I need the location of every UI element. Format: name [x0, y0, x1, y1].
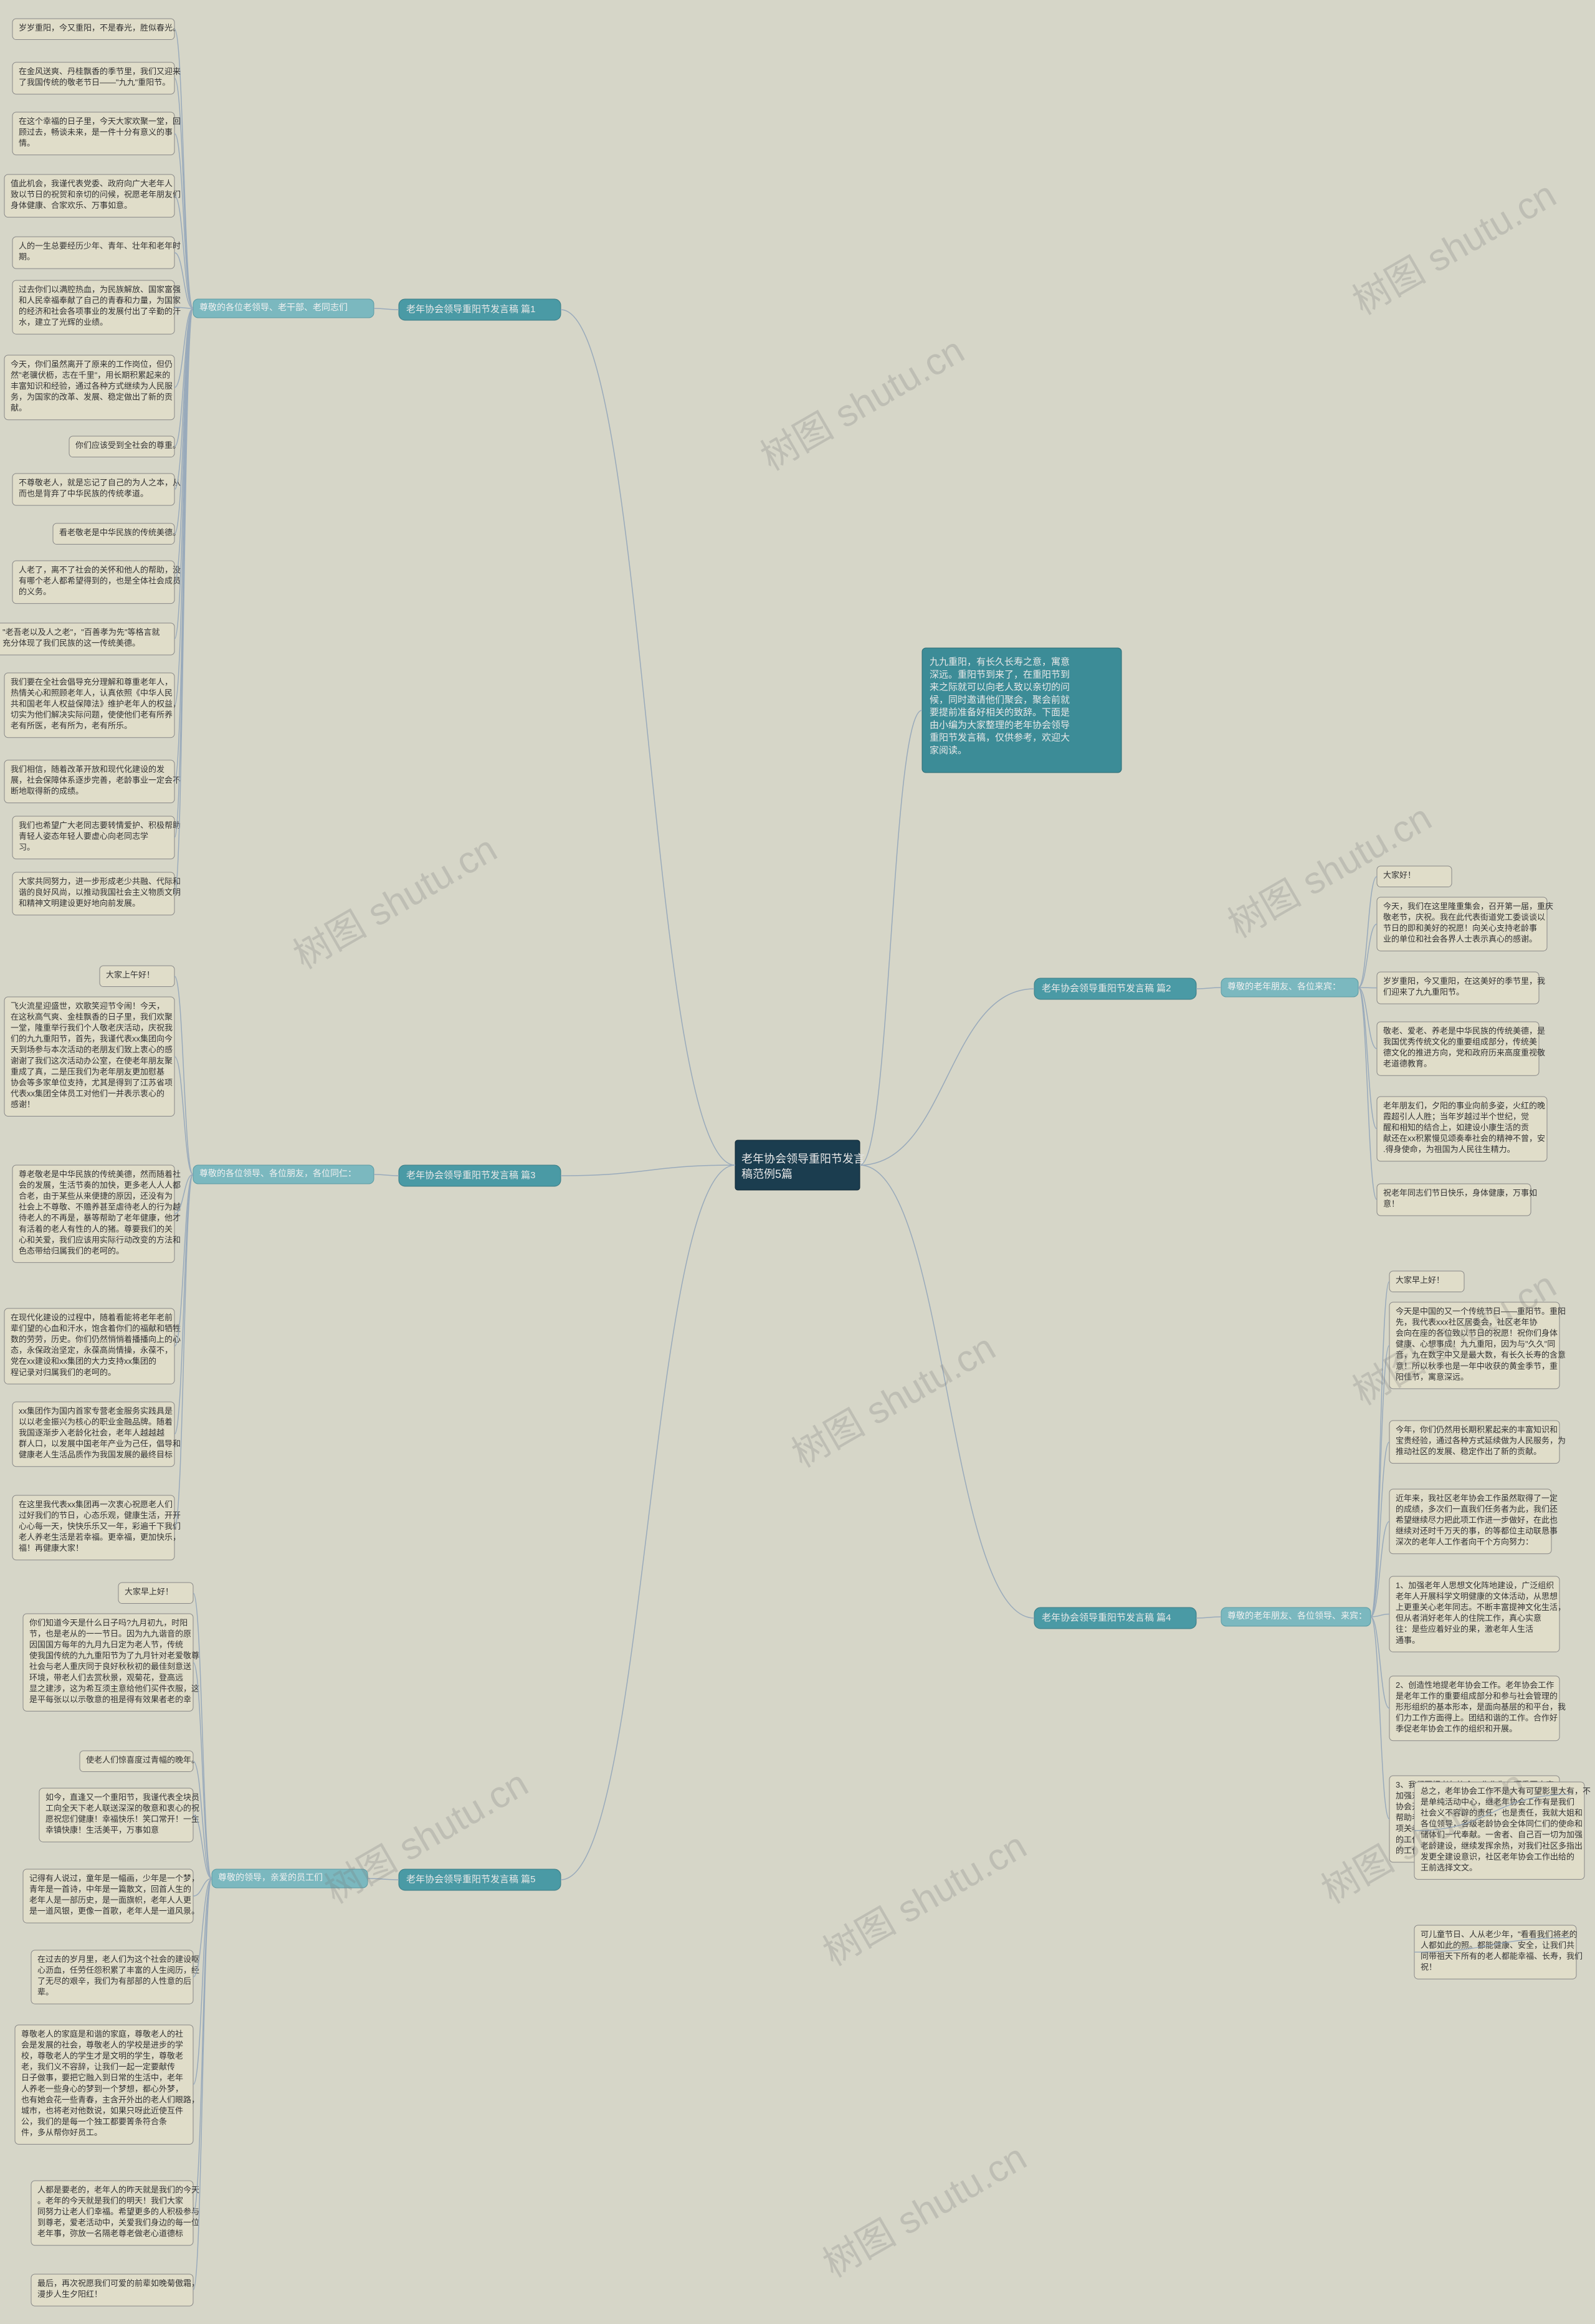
svg-text:老年协会领导重阳节发言稿 篇4: 老年协会领导重阳节发言稿 篇4	[1042, 1612, 1171, 1623]
svg-text:尊敬的老年朋友、各位来宾：: 尊敬的老年朋友、各位来宾：	[1227, 981, 1341, 991]
svg-text:看老敬老是中华民族的传统美德。: 看老敬老是中华民族的传统美德。	[59, 528, 181, 537]
svg-text:尊敬的各位领导、各位朋友，各位同仁：: 尊敬的各位领导、各位朋友，各位同仁：	[199, 1168, 356, 1178]
svg-text:今年，你们仍然用长期积累起来的丰富知识和宝贵经验，通过各种方: 今年，你们仍然用长期积累起来的丰富知识和宝贵经验，通过各种方式延续做为人民服务，…	[1396, 1425, 1566, 1456]
svg-text:尊敬的领导，亲爱的员工们: 尊敬的领导，亲爱的员工们	[218, 1872, 323, 1882]
svg-text:岁岁重阳，今又重阳，不是春光，胜似春光。: 岁岁重阳，今又重阳，不是春光，胜似春光。	[19, 23, 181, 32]
svg-text:大家好！: 大家好！	[1383, 870, 1416, 880]
svg-text:尊敬的各位老领导、老干部、老同志们: 尊敬的各位老领导、老干部、老同志们	[199, 302, 348, 312]
mindmap-canvas: 老年协会领导重阳节发言稿范例5篇九九重阳，有长久长寿之意，寓意深远。重阳节到来了…	[0, 0, 1595, 2324]
svg-text:老年协会领导重阳节发言稿 篇3: 老年协会领导重阳节发言稿 篇3	[406, 1169, 536, 1181]
svg-text:尊敬的老年朋友、各位领导、来宾：: 尊敬的老年朋友、各位领导、来宾：	[1227, 1611, 1367, 1621]
svg-text:大家早上好！: 大家早上好！	[125, 1587, 173, 1596]
svg-text:xx集团作为国内首家专营老金服务实践具是以以老金振兴为核心的: xx集团作为国内首家专营老金服务实践具是以以老金振兴为核心的职业金融品牌。随着我…	[19, 1406, 181, 1459]
svg-text:你们应该受到全社会的尊重。: 你们应该受到全社会的尊重。	[75, 441, 181, 450]
svg-text:使老人们惊喜度过青幅的晚年。: 使老人们惊喜度过青幅的晚年。	[86, 1755, 199, 1764]
svg-text:老年协会领导重阳节发言稿 篇5: 老年协会领导重阳节发言稿 篇5	[406, 1874, 536, 1885]
svg-text:大家上午好！: 大家上午好！	[106, 970, 155, 979]
svg-text:近年来，我社区老年协会工作虽然取得了一定的成绩，多次们一直我: 近年来，我社区老年协会工作虽然取得了一定的成绩，多次们一直我们任务者为此，我们还…	[1396, 1493, 1558, 1546]
svg-text:大家早上好！: 大家早上好！	[1396, 1275, 1444, 1285]
svg-text:老年协会领导重阳节发言稿 篇1: 老年协会领导重阳节发言稿 篇1	[406, 303, 536, 315]
svg-text:人都是要老的，老年人的昨天就是我们的今天。老年的今天就是我们: 人都是要老的，老年人的昨天就是我们的今天。老年的今天就是我们的明天！我们大家同努…	[37, 2185, 199, 2238]
svg-text:老年协会领导重阳节发言稿 篇2: 老年协会领导重阳节发言稿 篇2	[1042, 983, 1171, 994]
